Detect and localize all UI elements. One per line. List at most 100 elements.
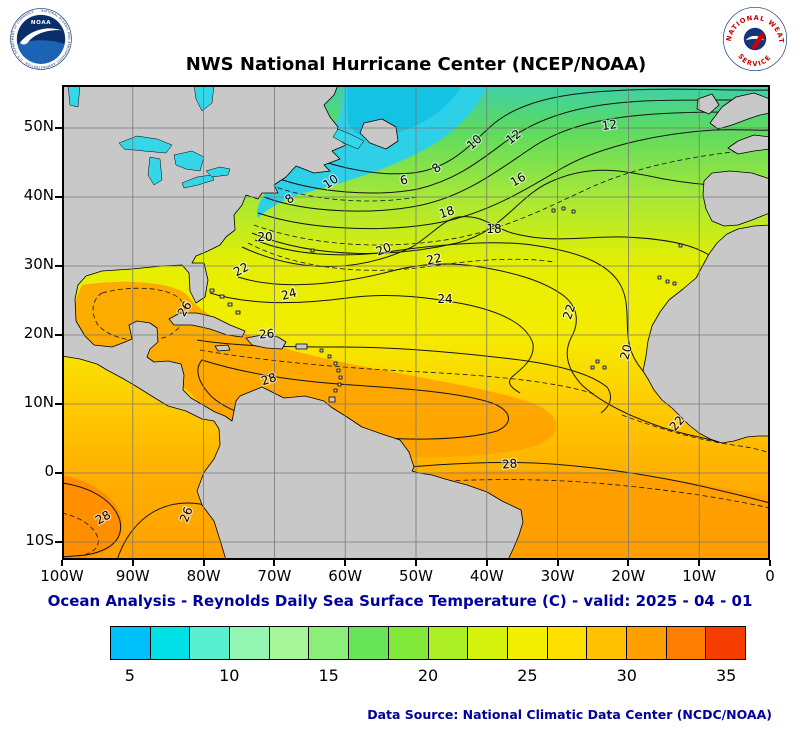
y-axis-tick xyxy=(55,334,62,336)
x-axis-label: 70W xyxy=(257,567,292,585)
colorbar-segment xyxy=(269,627,310,659)
contour-label: 26 xyxy=(258,326,274,341)
colorbar-segment xyxy=(587,627,627,659)
colorbar-tick-label: 10 xyxy=(219,666,240,685)
page-title: NWS National Hurricane Center (NCEP/NOAA… xyxy=(185,54,647,75)
contour-label: 28 xyxy=(259,370,278,388)
colorbar-tick-label: 30 xyxy=(616,666,637,685)
lake-superior xyxy=(118,135,173,154)
y-axis-tick xyxy=(55,472,62,474)
island-trinidad xyxy=(328,396,336,403)
colorbar-segment xyxy=(507,627,548,659)
y-axis-tick xyxy=(55,127,62,129)
x-axis-tick xyxy=(769,560,771,566)
x-axis-label: 50W xyxy=(399,567,433,585)
y-axis-label: 0 xyxy=(44,462,54,480)
land-americas xyxy=(62,85,524,560)
y-axis-label: 50N xyxy=(23,117,54,135)
islands-atlantic xyxy=(310,206,683,370)
y-axis-tick xyxy=(55,196,62,198)
x-axis-tick xyxy=(131,560,134,566)
land-iberia xyxy=(702,170,770,227)
map-frame xyxy=(62,85,770,560)
x-axis-tick xyxy=(202,560,205,566)
y-axis-label: 10N xyxy=(23,393,54,411)
map-subtitle: Ocean Analysis - Reynolds Daily Sea Surf… xyxy=(47,592,753,610)
data-source-note: Data Source: National Climatic Data Cent… xyxy=(367,707,772,722)
islands-bahamas xyxy=(209,288,241,315)
lake-winnipeg xyxy=(67,85,81,108)
x-axis-tick xyxy=(344,560,347,566)
colorbar-segment xyxy=(626,627,667,659)
colorbar-segment xyxy=(547,627,588,659)
gulf-of-st-lawrence xyxy=(332,128,365,150)
colorbar-segment xyxy=(230,627,270,659)
colorbar-segment xyxy=(150,627,191,659)
x-axis-label: 40W xyxy=(469,567,504,585)
colorbar-segment xyxy=(428,627,469,659)
x-axis-tick xyxy=(415,560,417,566)
islands-lesser-antilles xyxy=(319,348,343,393)
y-axis-label: 10S xyxy=(25,531,54,549)
colorbar-tick-label: 5 xyxy=(124,666,135,685)
colorbar-tick-label: 15 xyxy=(318,666,339,685)
x-axis-label: 90W xyxy=(115,567,150,585)
x-axis-label: 100W xyxy=(40,567,84,585)
graticule xyxy=(62,85,770,560)
colorbar-segment xyxy=(349,627,389,659)
x-axis-tick xyxy=(61,560,63,566)
y-axis-tick xyxy=(55,265,62,267)
land-newfoundland xyxy=(359,118,399,150)
contour-label: 20 xyxy=(257,230,272,244)
x-axis-tick xyxy=(485,560,488,566)
x-axis-label: 0 xyxy=(765,567,775,585)
colorbar-tick-label: 35 xyxy=(715,666,737,685)
contour-label: 12 xyxy=(601,117,618,133)
x-axis-tick xyxy=(556,560,559,566)
island-puerto-rico xyxy=(295,343,308,350)
y-axis-label: 20N xyxy=(23,324,54,342)
nws-logo: NATIONAL WEATHER SERVICE xyxy=(722,6,788,72)
colorbar-segment xyxy=(309,627,350,659)
contour-label: 20 xyxy=(374,240,393,259)
colorbar-segment xyxy=(468,627,508,659)
y-axis-label: 30N xyxy=(23,255,54,273)
x-axis-label: 10W xyxy=(682,567,717,585)
lake-ontario xyxy=(205,166,231,178)
land-ireland xyxy=(696,93,720,115)
temperature-colorbar xyxy=(110,626,746,660)
colorbar-segment xyxy=(111,627,151,659)
contour-label: 26 xyxy=(177,505,196,524)
x-axis-label: 60W xyxy=(328,567,363,585)
lake-erie xyxy=(181,174,215,189)
x-axis-label: 80W xyxy=(186,567,221,585)
noaa-logo: NATIONAL OCEANIC AND ATMOSPHERIC ADMINIS… xyxy=(10,8,72,70)
x-axis-tick xyxy=(698,560,701,566)
y-axis-tick xyxy=(55,403,62,405)
contour-label: 22 xyxy=(425,251,443,268)
lake-huron xyxy=(173,150,205,172)
contour-label: 18 xyxy=(486,222,501,236)
colorbar-segment xyxy=(666,627,707,659)
land-masses xyxy=(62,85,770,560)
nws-flash-icon xyxy=(751,31,765,50)
land-france xyxy=(727,134,770,155)
x-axis-label: 30W xyxy=(540,567,575,585)
colorbar-segment xyxy=(706,627,745,659)
contour-label: 22 xyxy=(560,302,578,321)
contour-label: 20 xyxy=(617,343,634,361)
contour-label: 24 xyxy=(437,292,452,306)
noaa-logo-text: NOAA xyxy=(31,20,51,26)
colorbar-segment xyxy=(388,627,429,659)
noaa-gull-icon xyxy=(19,28,63,45)
colorbar-segment xyxy=(190,627,231,659)
lakes xyxy=(67,85,365,189)
noaa-logo-sea xyxy=(17,40,65,64)
x-axis-label: 20W xyxy=(611,567,646,585)
land-england xyxy=(709,92,770,130)
y-axis-tick xyxy=(55,541,62,543)
island-jamaica xyxy=(214,344,231,352)
contour-label: 24 xyxy=(280,285,298,302)
contour-label: 28 xyxy=(501,456,517,471)
